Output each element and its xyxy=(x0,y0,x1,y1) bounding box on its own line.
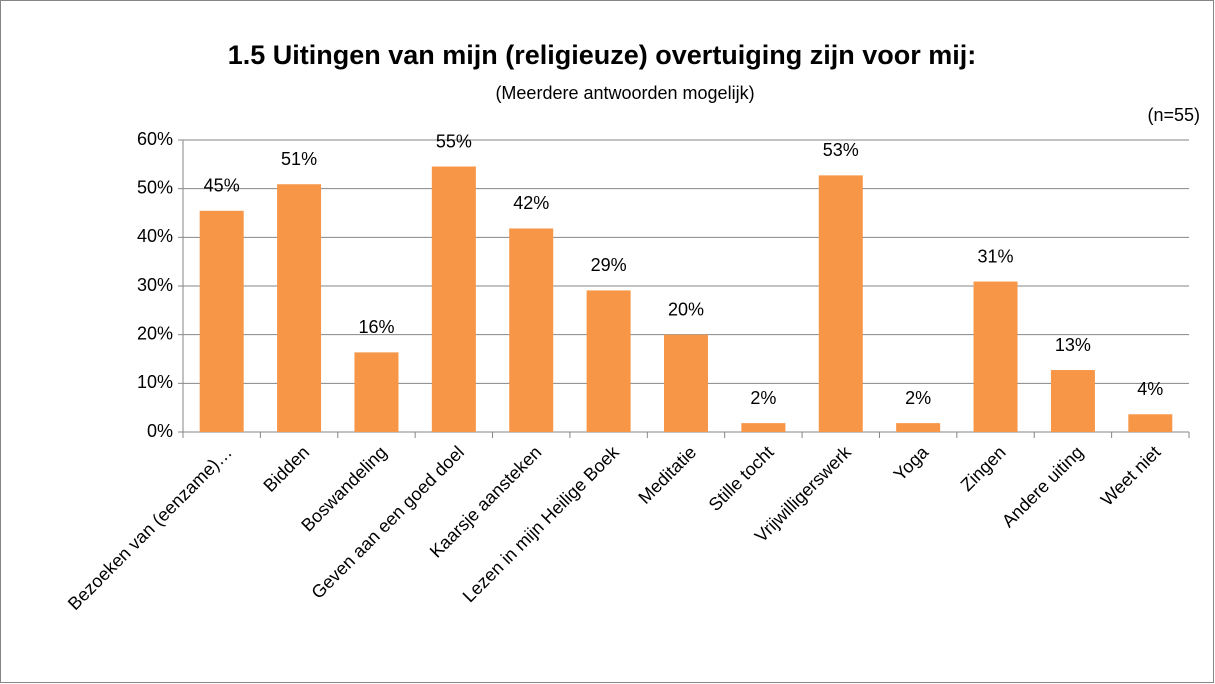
bar xyxy=(973,281,1018,432)
annotation: (n=55) xyxy=(1147,105,1200,125)
value-label: 42% xyxy=(513,193,549,213)
chart-title: 1.5 Uitingen van mijn (religieuze) overt… xyxy=(228,40,977,70)
value-label: 45% xyxy=(204,176,240,196)
value-label: 4% xyxy=(1137,379,1163,399)
value-label: 2% xyxy=(905,388,931,408)
y-tick-label: 10% xyxy=(137,372,173,392)
bar xyxy=(1128,414,1173,432)
y-tick-label: 60% xyxy=(137,129,173,149)
bar xyxy=(741,423,786,432)
value-label: 2% xyxy=(750,388,776,408)
chart-subtitle: (Meerdere antwoorden mogelijk) xyxy=(495,83,754,103)
bar xyxy=(1050,370,1095,432)
value-label: 51% xyxy=(281,149,317,169)
value-label: 55% xyxy=(436,131,472,151)
value-label: 13% xyxy=(1055,335,1091,355)
bar xyxy=(586,290,631,432)
bar xyxy=(509,228,554,432)
y-tick-label: 40% xyxy=(137,226,173,246)
value-label: 53% xyxy=(823,140,859,160)
value-label: 31% xyxy=(978,246,1014,266)
y-tick-label: 50% xyxy=(137,177,173,197)
value-label: 20% xyxy=(668,299,704,319)
bar xyxy=(818,175,863,432)
y-tick-label: 20% xyxy=(137,323,173,343)
bar xyxy=(896,423,941,432)
bar xyxy=(664,334,708,432)
value-label: 29% xyxy=(591,255,627,275)
y-tick-label: 30% xyxy=(137,275,173,295)
y-tick-label: 0% xyxy=(147,421,173,441)
bar xyxy=(199,210,244,432)
bar xyxy=(431,166,476,433)
bar xyxy=(354,352,399,432)
bar xyxy=(277,184,322,432)
value-label: 16% xyxy=(358,317,394,337)
